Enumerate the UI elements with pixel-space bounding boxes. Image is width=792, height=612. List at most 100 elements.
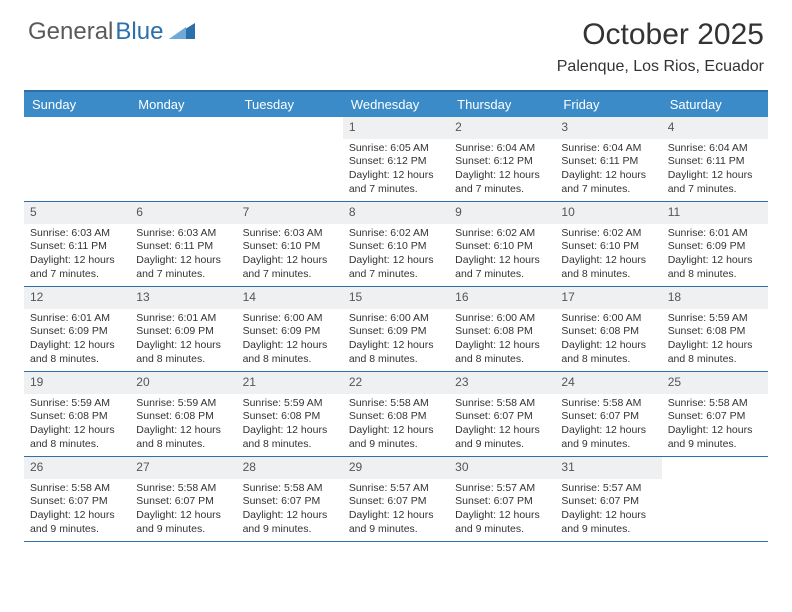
day-cell: 27Sunrise: 5:58 AMSunset: 6:07 PMDayligh…	[130, 457, 236, 541]
day-cell: 5Sunrise: 6:03 AMSunset: 6:11 PMDaylight…	[24, 202, 130, 286]
day-cell	[237, 117, 343, 201]
day-details: Sunrise: 5:59 AMSunset: 6:08 PMDaylight:…	[237, 394, 343, 456]
day-cell: 16Sunrise: 6:00 AMSunset: 6:08 PMDayligh…	[449, 287, 555, 371]
day-number: 2	[449, 117, 555, 139]
day-number: 30	[449, 457, 555, 479]
day-cell	[24, 117, 130, 201]
day-cell: 24Sunrise: 5:58 AMSunset: 6:07 PMDayligh…	[555, 372, 661, 456]
day-cell: 6Sunrise: 6:03 AMSunset: 6:11 PMDaylight…	[130, 202, 236, 286]
day-number: 9	[449, 202, 555, 224]
day-details: Sunrise: 5:58 AMSunset: 6:07 PMDaylight:…	[130, 479, 236, 541]
day-number: 31	[555, 457, 661, 479]
day-header: Tuesday	[237, 92, 343, 117]
day-cell: 14Sunrise: 6:00 AMSunset: 6:09 PMDayligh…	[237, 287, 343, 371]
location: Palenque, Los Rios, Ecuador	[557, 58, 764, 76]
week-row: 5Sunrise: 6:03 AMSunset: 6:11 PMDaylight…	[24, 202, 768, 287]
day-header: Saturday	[662, 92, 768, 117]
day-details: Sunrise: 6:04 AMSunset: 6:11 PMDaylight:…	[662, 139, 768, 201]
day-details: Sunrise: 6:03 AMSunset: 6:10 PMDaylight:…	[237, 224, 343, 286]
week-row: 12Sunrise: 6:01 AMSunset: 6:09 PMDayligh…	[24, 287, 768, 372]
day-cell	[662, 457, 768, 541]
day-cell: 25Sunrise: 5:58 AMSunset: 6:07 PMDayligh…	[662, 372, 768, 456]
day-details: Sunrise: 6:01 AMSunset: 6:09 PMDaylight:…	[24, 309, 130, 371]
day-details: Sunrise: 6:04 AMSunset: 6:11 PMDaylight:…	[555, 139, 661, 201]
day-number: 11	[662, 202, 768, 224]
day-number: 14	[237, 287, 343, 309]
day-details: Sunrise: 6:05 AMSunset: 6:12 PMDaylight:…	[343, 139, 449, 201]
day-details: Sunrise: 6:02 AMSunset: 6:10 PMDaylight:…	[449, 224, 555, 286]
day-number: 23	[449, 372, 555, 394]
day-cell: 26Sunrise: 5:58 AMSunset: 6:07 PMDayligh…	[24, 457, 130, 541]
week-row: 1Sunrise: 6:05 AMSunset: 6:12 PMDaylight…	[24, 117, 768, 202]
day-details: Sunrise: 5:59 AMSunset: 6:08 PMDaylight:…	[662, 309, 768, 371]
day-details: Sunrise: 6:01 AMSunset: 6:09 PMDaylight:…	[662, 224, 768, 286]
day-number: 6	[130, 202, 236, 224]
day-details: Sunrise: 6:02 AMSunset: 6:10 PMDaylight:…	[343, 224, 449, 286]
day-number: 16	[449, 287, 555, 309]
day-cell: 4Sunrise: 6:04 AMSunset: 6:11 PMDaylight…	[662, 117, 768, 201]
day-cell: 31Sunrise: 5:57 AMSunset: 6:07 PMDayligh…	[555, 457, 661, 541]
day-details: Sunrise: 6:03 AMSunset: 6:11 PMDaylight:…	[24, 224, 130, 286]
day-details: Sunrise: 5:58 AMSunset: 6:07 PMDaylight:…	[237, 479, 343, 541]
day-cell: 8Sunrise: 6:02 AMSunset: 6:10 PMDaylight…	[343, 202, 449, 286]
week-row: 26Sunrise: 5:58 AMSunset: 6:07 PMDayligh…	[24, 457, 768, 542]
day-number: 28	[237, 457, 343, 479]
day-number: 17	[555, 287, 661, 309]
day-cell: 28Sunrise: 5:58 AMSunset: 6:07 PMDayligh…	[237, 457, 343, 541]
triangle-icon	[169, 18, 195, 46]
day-header: Sunday	[24, 92, 130, 117]
calendar: SundayMondayTuesdayWednesdayThursdayFrid…	[24, 90, 768, 542]
day-cell: 21Sunrise: 5:59 AMSunset: 6:08 PMDayligh…	[237, 372, 343, 456]
day-number: 20	[130, 372, 236, 394]
day-details: Sunrise: 6:00 AMSunset: 6:08 PMDaylight:…	[449, 309, 555, 371]
day-number: 7	[237, 202, 343, 224]
logo: GeneralBlue	[28, 18, 195, 46]
day-details: Sunrise: 5:57 AMSunset: 6:07 PMDaylight:…	[555, 479, 661, 541]
day-cell: 9Sunrise: 6:02 AMSunset: 6:10 PMDaylight…	[449, 202, 555, 286]
day-number: 18	[662, 287, 768, 309]
day-number: 19	[24, 372, 130, 394]
day-number	[662, 457, 768, 479]
day-details: Sunrise: 6:02 AMSunset: 6:10 PMDaylight:…	[555, 224, 661, 286]
day-number: 8	[343, 202, 449, 224]
day-number: 25	[662, 372, 768, 394]
day-details: Sunrise: 6:01 AMSunset: 6:09 PMDaylight:…	[130, 309, 236, 371]
day-number	[24, 117, 130, 139]
day-header-row: SundayMondayTuesdayWednesdayThursdayFrid…	[24, 92, 768, 117]
day-details: Sunrise: 5:57 AMSunset: 6:07 PMDaylight:…	[343, 479, 449, 541]
day-number: 10	[555, 202, 661, 224]
day-number: 29	[343, 457, 449, 479]
day-cell: 30Sunrise: 5:57 AMSunset: 6:07 PMDayligh…	[449, 457, 555, 541]
day-number: 21	[237, 372, 343, 394]
day-details: Sunrise: 6:00 AMSunset: 6:08 PMDaylight:…	[555, 309, 661, 371]
logo-text-general: General	[28, 18, 113, 46]
day-details: Sunrise: 5:57 AMSunset: 6:07 PMDaylight:…	[449, 479, 555, 541]
day-details: Sunrise: 6:00 AMSunset: 6:09 PMDaylight:…	[343, 309, 449, 371]
day-cell: 7Sunrise: 6:03 AMSunset: 6:10 PMDaylight…	[237, 202, 343, 286]
day-details: Sunrise: 5:58 AMSunset: 6:08 PMDaylight:…	[343, 394, 449, 456]
day-details: Sunrise: 5:59 AMSunset: 6:08 PMDaylight:…	[24, 394, 130, 456]
day-number: 12	[24, 287, 130, 309]
day-number: 1	[343, 117, 449, 139]
day-cell: 12Sunrise: 6:01 AMSunset: 6:09 PMDayligh…	[24, 287, 130, 371]
day-header: Monday	[130, 92, 236, 117]
logo-text-blue: Blue	[115, 18, 163, 46]
day-number: 27	[130, 457, 236, 479]
header: GeneralBlue October 2025 Palenque, Los R…	[0, 0, 792, 82]
day-cell: 3Sunrise: 6:04 AMSunset: 6:11 PMDaylight…	[555, 117, 661, 201]
day-cell: 18Sunrise: 5:59 AMSunset: 6:08 PMDayligh…	[662, 287, 768, 371]
day-details: Sunrise: 5:58 AMSunset: 6:07 PMDaylight:…	[449, 394, 555, 456]
day-header: Friday	[555, 92, 661, 117]
day-cell: 2Sunrise: 6:04 AMSunset: 6:12 PMDaylight…	[449, 117, 555, 201]
day-details: Sunrise: 6:03 AMSunset: 6:11 PMDaylight:…	[130, 224, 236, 286]
day-number: 3	[555, 117, 661, 139]
day-cell: 20Sunrise: 5:59 AMSunset: 6:08 PMDayligh…	[130, 372, 236, 456]
day-cell: 11Sunrise: 6:01 AMSunset: 6:09 PMDayligh…	[662, 202, 768, 286]
day-header: Wednesday	[343, 92, 449, 117]
day-cell	[130, 117, 236, 201]
day-cell: 10Sunrise: 6:02 AMSunset: 6:10 PMDayligh…	[555, 202, 661, 286]
day-details: Sunrise: 5:58 AMSunset: 6:07 PMDaylight:…	[24, 479, 130, 541]
day-cell: 15Sunrise: 6:00 AMSunset: 6:09 PMDayligh…	[343, 287, 449, 371]
day-details: Sunrise: 5:58 AMSunset: 6:07 PMDaylight:…	[555, 394, 661, 456]
day-details: Sunrise: 5:59 AMSunset: 6:08 PMDaylight:…	[130, 394, 236, 456]
